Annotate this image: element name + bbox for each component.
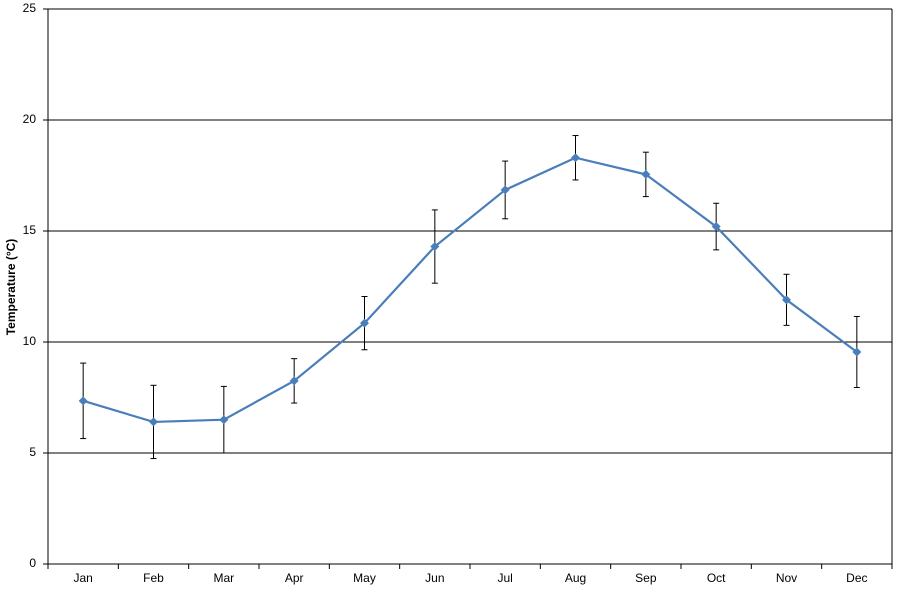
x-tick-label: Feb (143, 571, 164, 585)
y-tick-label: 15 (23, 223, 37, 237)
marker (500, 185, 510, 195)
marker (78, 396, 88, 406)
marker (289, 376, 299, 386)
x-tick-label: Jan (73, 571, 92, 585)
y-tick-label: 5 (29, 445, 36, 459)
x-tick-label: Jul (497, 571, 512, 585)
x-tick-label: Mar (213, 571, 234, 585)
y-tick-label: 10 (23, 334, 37, 348)
x-tick-label: Aug (565, 571, 586, 585)
marker (430, 242, 440, 252)
line (82, 156, 858, 424)
x-tick-label: Apr (285, 571, 304, 585)
marker (641, 169, 651, 179)
x-tick-label: Dec (846, 571, 867, 585)
y-axis-label: Temperature (°C) (4, 239, 18, 336)
x-tick-label: Jun (425, 571, 444, 585)
y-tick-label: 20 (23, 112, 37, 126)
marker (149, 417, 158, 427)
marker (852, 347, 862, 357)
x-tick-label: Sep (635, 571, 657, 585)
marker (360, 318, 369, 328)
marker (782, 295, 791, 305)
x-tick-label: May (353, 571, 376, 585)
y-tick-label: 25 (23, 1, 37, 15)
x-tick-label: Oct (707, 571, 726, 585)
marker (571, 153, 580, 163)
x-tick-label: Nov (776, 571, 797, 585)
marker (219, 415, 229, 425)
y-tick-label: 0 (29, 556, 36, 570)
marker (711, 222, 721, 232)
